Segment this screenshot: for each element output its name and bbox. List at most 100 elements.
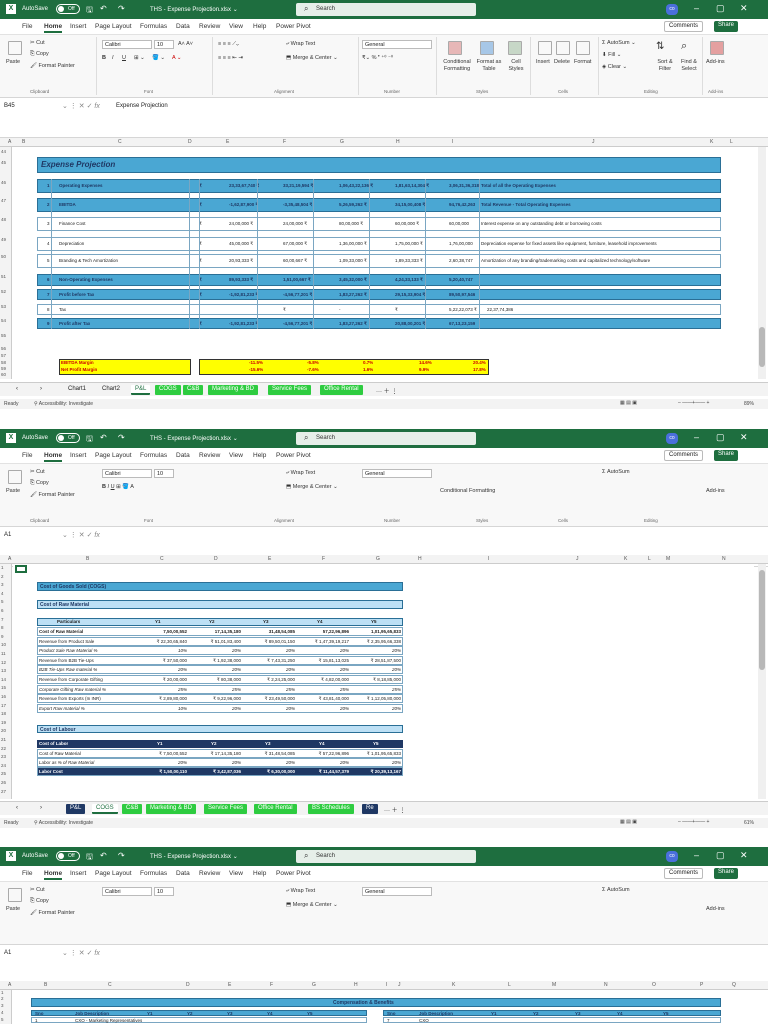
- copy-button[interactable]: ⎘ Copy: [30, 480, 49, 486]
- format-painter-button[interactable]: 🖌 Format Painter: [30, 910, 75, 916]
- menu-page-layout[interactable]: Page Layout: [95, 23, 132, 30]
- labour-cell[interactable]: ₹ 31,48,54,085: [264, 751, 295, 756]
- labour-cell[interactable]: 20%: [339, 760, 349, 765]
- raw-cell[interactable]: ₹ 51,01,83,400: [210, 638, 241, 644]
- autosum-button[interactable]: Σ AutoSum: [602, 887, 630, 893]
- margin-value[interactable]: 20.4%: [473, 360, 486, 365]
- clear-button[interactable]: ◈ Clear ⌄: [602, 64, 628, 70]
- raw-cell[interactable]: 31,48,54,085: [268, 629, 295, 634]
- raw-cell[interactable]: ₹ 2,24,25,000: [267, 677, 295, 682]
- value-cell[interactable]: 4,24,33,133 ₹: [395, 277, 423, 282]
- document-title[interactable]: THS - Expense Projection.xlsx ⌄: [150, 854, 238, 860]
- sheet-grid-cogs[interactable]: Cost of Goods Sold (COGS) Cost of Raw Ma…: [13, 564, 754, 799]
- font-style-icons[interactable]: B I U ⊞ 🪣 A: [102, 484, 134, 490]
- value-cell[interactable]: 20,88,00,201 ₹: [395, 321, 426, 326]
- value-cell[interactable]: ₹: [199, 221, 202, 226]
- value-cell[interactable]: -: [339, 307, 341, 312]
- copy-button[interactable]: ⎘ Copy: [30, 898, 49, 904]
- raw-cell[interactable]: Revenue from Exports (In INR): [39, 696, 101, 702]
- labour-cell[interactable]: 20%: [231, 760, 241, 765]
- cell-styles-button[interactable]: Cell Styles: [508, 59, 524, 72]
- insert-cells-button[interactable]: Insert: [536, 59, 550, 65]
- autosave-toggle[interactable]: Off: [56, 851, 80, 861]
- labour-cell[interactable]: ₹ 20,39,13,167: [370, 769, 401, 774]
- raw-cell[interactable]: 57,22,96,896: [322, 629, 349, 634]
- raw-cell[interactable]: ₹ 2,89,80,000: [159, 696, 187, 702]
- raw-cell[interactable]: 25%: [339, 686, 349, 692]
- font-grow-icon[interactable]: A˄ A˅: [178, 41, 193, 47]
- raw-cell[interactable]: ₹ 89,50,01,150: [264, 638, 295, 644]
- menu-insert[interactable]: Insert: [70, 870, 87, 877]
- labour-cell[interactable]: Cost of Raw Material: [39, 751, 81, 756]
- cut-button[interactable]: ✂ Cut: [30, 469, 45, 475]
- borders-icon[interactable]: ⊞ ⌄: [134, 55, 145, 61]
- paste-button[interactable]: Paste: [6, 906, 21, 912]
- maximize-icon[interactable]: ▢: [716, 432, 725, 442]
- addins-button[interactable]: Add-ins: [706, 488, 725, 494]
- undo-icon[interactable]: ↶: [100, 4, 107, 13]
- labour-cell[interactable]: Labor as % of Raw Material: [39, 760, 95, 765]
- share-button[interactable]: Share: [714, 450, 739, 461]
- menu-insert[interactable]: Insert: [70, 23, 87, 30]
- font-name-select[interactable]: Calibri: [102, 887, 152, 896]
- redo-icon[interactable]: ↷: [118, 433, 125, 442]
- tab-office-rental[interactable]: Office Rental: [320, 385, 363, 395]
- value-cell[interactable]: 2,60,38,747: [449, 258, 473, 263]
- value-cell[interactable]: 60,00,000 ₹: [395, 221, 420, 226]
- conditional-formatting-button[interactable]: Conditional Formatting: [443, 59, 471, 72]
- labour-cell[interactable]: ₹ 1,50,00,110: [159, 769, 187, 774]
- raw-cell[interactable]: Cost of Raw Material: [39, 629, 84, 634]
- value-cell[interactable]: -1,92,81,233 ₹: [229, 292, 259, 297]
- zoom-level[interactable]: 61%: [744, 820, 755, 826]
- save-icon[interactable]: 🖫: [86, 5, 93, 14]
- tab-pnl[interactable]: P&L: [131, 385, 151, 395]
- delete-cells-icon[interactable]: [556, 41, 570, 55]
- labour-cell[interactable]: ₹ 3,42,87,036: [213, 769, 241, 774]
- raw-cell[interactable]: ₹ 4,82,00,000: [321, 677, 349, 682]
- margin-value[interactable]: 9.9%: [419, 367, 430, 372]
- raw-cell[interactable]: ₹ 15,81,13,025: [318, 657, 349, 663]
- value-cell[interactable]: 22,37,74,386: [487, 307, 514, 312]
- raw-cell[interactable]: 20%: [231, 667, 241, 673]
- insert-cells-icon[interactable]: [538, 41, 552, 55]
- raw-cell[interactable]: 25%: [231, 686, 241, 692]
- menu-data[interactable]: Data: [176, 452, 190, 459]
- labour-cell[interactable]: ₹ 7,50,00,552: [159, 751, 187, 756]
- value-cell[interactable]: -3,35,48,504 ₹: [283, 202, 313, 207]
- tab-more-icon[interactable]: ··· ＋ ⋮: [376, 389, 398, 395]
- tab-prev-icon[interactable]: ‹: [16, 386, 18, 392]
- raw-cell[interactable]: Corporate Gifting Raw material %: [39, 686, 107, 692]
- tab-chart2[interactable]: Chart2: [102, 386, 121, 392]
- menu-file[interactable]: File: [22, 452, 33, 459]
- right-cell[interactable]: 7: [387, 1018, 390, 1023]
- maximize-icon[interactable]: ▢: [716, 850, 725, 860]
- tab-prev-icon[interactable]: ‹: [16, 805, 18, 811]
- value-cell[interactable]: ₹: [199, 202, 202, 207]
- italic-button[interactable]: I: [112, 55, 114, 61]
- value-cell[interactable]: 1,89,33,333 ₹: [395, 258, 423, 263]
- sheet-grid-cnb[interactable]: Compensation & Benefits Sno Job Descripti…: [13, 990, 754, 1024]
- value-cell[interactable]: 24,00,000 ₹: [283, 221, 308, 226]
- raw-cell[interactable]: ₹ 2,35,95,66,338: [366, 638, 401, 644]
- font-color-icon[interactable]: A ⌄: [172, 55, 182, 61]
- value-cell[interactable]: 33,21,19,594 ₹: [283, 183, 314, 188]
- value-cell[interactable]: 1,51,00,667 ₹: [283, 277, 311, 282]
- value-cell[interactable]: 1,36,00,000 ₹: [339, 241, 367, 246]
- raw-cell[interactable]: 1,01,95,65,833: [370, 629, 401, 634]
- value-cell[interactable]: 1,09,33,000 ₹: [339, 258, 367, 263]
- labour-cell[interactable]: ₹ 1,01,95,65,833: [366, 751, 401, 756]
- raw-cell[interactable]: ₹ 20,00,000: [162, 677, 187, 682]
- value-cell[interactable]: 3,06,31,36,318: [449, 183, 480, 188]
- raw-cell[interactable]: 10%: [177, 705, 187, 711]
- save-icon[interactable]: 🖫: [86, 852, 93, 861]
- conditional-formatting-button[interactable]: Conditional Formatting: [440, 488, 496, 494]
- view-icons[interactable]: ▦ ▤ ▣: [620, 819, 637, 825]
- number-format-select[interactable]: General: [362, 40, 432, 49]
- format-as-table-button[interactable]: Format as Table: [476, 59, 502, 72]
- raw-cell[interactable]: 7,50,00,552: [163, 629, 187, 634]
- font-size-select[interactable]: 10: [154, 887, 174, 896]
- value-cell[interactable]: -1,62,87,900 ₹: [229, 202, 259, 207]
- font-size-select[interactable]: 10: [154, 469, 174, 478]
- close-icon[interactable]: ✕: [740, 3, 748, 13]
- value-cell[interactable]: -1,92,81,233 ₹: [229, 321, 259, 326]
